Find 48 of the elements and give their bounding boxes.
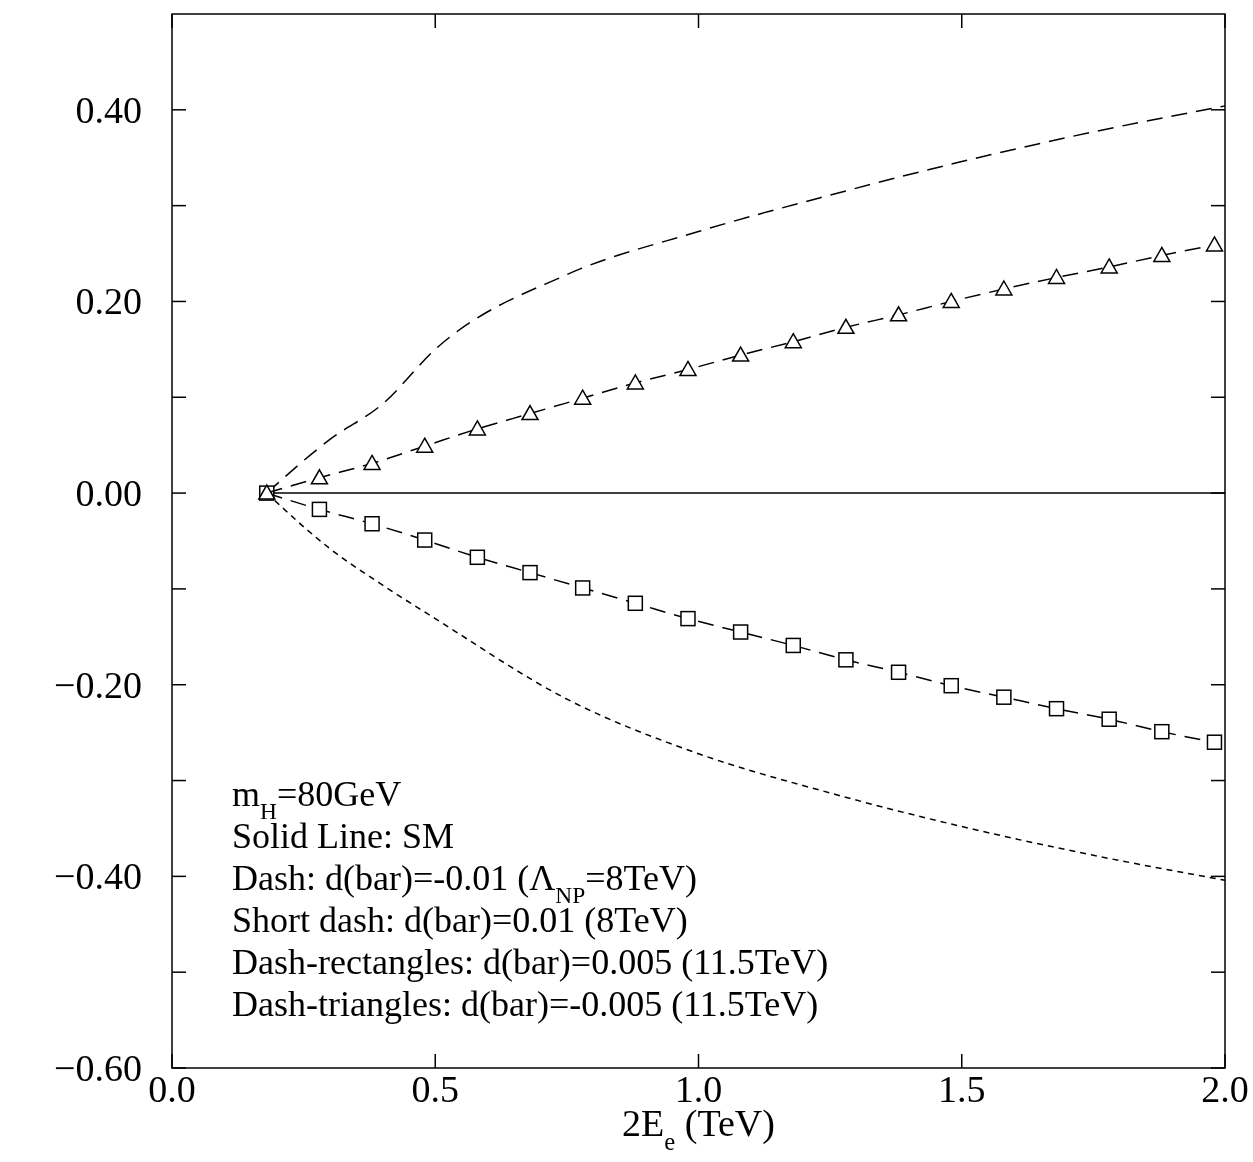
y-tick-label: 0.00 — [75, 472, 142, 515]
point — [522, 564, 538, 581]
point — [837, 318, 855, 335]
point — [838, 652, 854, 668]
point — [1206, 734, 1223, 750]
point — [942, 292, 960, 309]
point — [311, 501, 328, 518]
point — [1048, 700, 1065, 717]
point — [521, 404, 539, 421]
point — [1047, 268, 1066, 285]
x-tick-label: 2.0 — [1201, 1068, 1249, 1110]
annotation: Dash-rectangles: d(bar)=0.005 (11.5TeV) — [232, 942, 829, 982]
x-tick-label: 0.0 — [148, 1068, 196, 1110]
point — [943, 677, 959, 694]
point — [784, 332, 803, 349]
point — [416, 532, 433, 548]
point — [469, 549, 486, 566]
point — [996, 689, 1012, 705]
point — [1205, 236, 1224, 252]
point — [364, 516, 380, 532]
x-tick-label: 1.5 — [938, 1068, 986, 1110]
point — [995, 280, 1013, 296]
point — [732, 624, 749, 640]
point — [889, 306, 908, 322]
point — [415, 437, 434, 453]
x-tick-label: 0.5 — [411, 1068, 459, 1110]
point — [1101, 711, 1117, 727]
point — [573, 389, 592, 405]
annotation: Dash-triangles: d(bar)=-0.005 (11.5TeV) — [232, 984, 819, 1024]
point — [574, 580, 591, 596]
point — [680, 610, 696, 627]
point — [1154, 723, 1170, 740]
y-tick-label: 0.20 — [75, 280, 142, 323]
point — [1100, 258, 1118, 274]
point — [679, 360, 697, 377]
point — [627, 595, 644, 612]
point — [890, 664, 907, 681]
point — [468, 420, 487, 436]
y-tick-label: −0.60 — [54, 1047, 142, 1089]
point — [363, 454, 381, 471]
y-tick-label: −0.20 — [54, 663, 142, 706]
point — [785, 637, 802, 654]
point — [1153, 246, 1171, 263]
y-tick-label: 0.40 — [75, 88, 142, 131]
point — [626, 374, 645, 390]
point — [731, 346, 750, 362]
y-tick-label: −0.40 — [54, 855, 142, 898]
point — [310, 469, 329, 485]
